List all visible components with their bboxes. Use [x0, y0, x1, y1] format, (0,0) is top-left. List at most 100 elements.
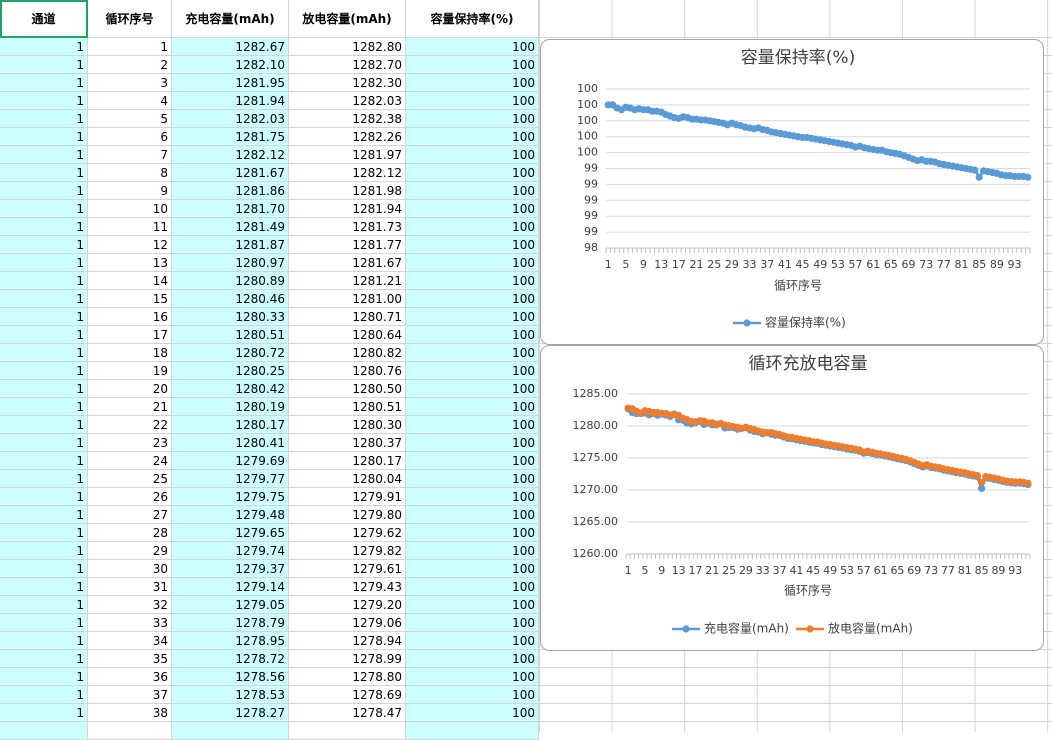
table-cell[interactable]: 1281.49 [172, 218, 289, 236]
table-cell[interactable]: 31 [88, 578, 172, 596]
table-cell[interactable]: 1 [0, 506, 88, 524]
table-cell[interactable]: 1280.64 [289, 326, 406, 344]
table-cell[interactable]: 100 [406, 506, 539, 524]
table-cell[interactable]: 1282.80 [289, 38, 406, 56]
table-cell[interactable]: 100 [406, 272, 539, 290]
table-cell[interactable]: 1280.42 [172, 380, 289, 398]
table-cell[interactable]: 100 [406, 614, 539, 632]
table-cell[interactable]: 1279.77 [172, 470, 289, 488]
table-cell[interactable]: 1279.06 [289, 614, 406, 632]
table-cell[interactable]: 11 [88, 218, 172, 236]
table-cell[interactable]: 1281.75 [172, 128, 289, 146]
table-cell[interactable]: 1281.97 [289, 146, 406, 164]
table-cell[interactable]: 100 [406, 74, 539, 92]
table-cell[interactable]: 1281.94 [172, 92, 289, 110]
table-cell[interactable]: 28 [88, 524, 172, 542]
table-cell[interactable]: 1 [0, 362, 88, 380]
table-cell[interactable]: 1 [0, 110, 88, 128]
table-cell[interactable]: 1 [0, 398, 88, 416]
table-cell[interactable]: 1 [0, 560, 88, 578]
table-cell[interactable]: 1 [0, 74, 88, 92]
table-cell[interactable]: 1 [0, 578, 88, 596]
table-cell[interactable]: 8 [88, 164, 172, 182]
table-cell[interactable]: 6 [88, 128, 172, 146]
table-cell[interactable]: 16 [88, 308, 172, 326]
table-cell[interactable]: 1 [0, 650, 88, 668]
table-cell[interactable]: 25 [88, 470, 172, 488]
table-cell[interactable]: 1281.21 [289, 272, 406, 290]
table-cell[interactable]: 1278.99 [289, 650, 406, 668]
table-cell[interactable]: 1281.87 [172, 236, 289, 254]
table-cell[interactable]: 1 [0, 686, 88, 704]
table-cell[interactable]: 1280.50 [289, 380, 406, 398]
table-cell[interactable]: 100 [406, 704, 539, 722]
table-cell[interactable]: 1 [0, 164, 88, 182]
table-cell[interactable]: 1281.00 [289, 290, 406, 308]
table-cell[interactable]: 35 [88, 650, 172, 668]
table-cell[interactable]: 1278.94 [289, 632, 406, 650]
table-cell[interactable]: 1280.17 [289, 452, 406, 470]
table-cell[interactable]: 100 [406, 92, 539, 110]
table-cell[interactable]: 100 [406, 542, 539, 560]
table-cell[interactable]: 100 [406, 686, 539, 704]
table-cell[interactable]: 1278.79 [172, 614, 289, 632]
table-cell[interactable]: 1 [0, 380, 88, 398]
table-cell[interactable]: 1282.30 [289, 74, 406, 92]
table-cell[interactable]: 10 [88, 200, 172, 218]
table-cell[interactable]: 100 [406, 560, 539, 578]
table-cell[interactable]: 100 [406, 578, 539, 596]
table-cell[interactable]: 27 [88, 506, 172, 524]
table-cell[interactable]: 17 [88, 326, 172, 344]
table-cell[interactable]: 1279.91 [289, 488, 406, 506]
table-cell[interactable]: 1278.80 [289, 668, 406, 686]
table-cell[interactable]: 1280.41 [172, 434, 289, 452]
table-cell[interactable]: 1 [0, 524, 88, 542]
table-cell[interactable]: 1281.67 [289, 254, 406, 272]
table-cell[interactable]: 1281.70 [172, 200, 289, 218]
table-cell[interactable]: 1281.95 [172, 74, 289, 92]
table-cell[interactable]: 100 [406, 452, 539, 470]
table-cell[interactable]: 1279.65 [172, 524, 289, 542]
table-cell[interactable]: 1280.51 [172, 326, 289, 344]
table-cell[interactable]: 1 [0, 146, 88, 164]
table-cell[interactable]: 19 [88, 362, 172, 380]
table-cell[interactable]: 23 [88, 434, 172, 452]
table-cell[interactable]: 14 [88, 272, 172, 290]
table-cell[interactable]: 1 [0, 254, 88, 272]
table-cell[interactable]: 21 [88, 398, 172, 416]
table-cell[interactable]: 1282.12 [172, 146, 289, 164]
table-cell[interactable]: 1280.17 [172, 416, 289, 434]
table-cell[interactable]: 100 [406, 398, 539, 416]
table-cell[interactable]: 100 [406, 200, 539, 218]
table-cell[interactable]: 1282.03 [289, 92, 406, 110]
table-cell[interactable]: 1 [0, 596, 88, 614]
table-cell[interactable]: 1280.51 [289, 398, 406, 416]
table-cell[interactable]: 100 [406, 254, 539, 272]
column-header[interactable]: 放电容量(mAh) [289, 0, 406, 38]
table-cell[interactable]: 1 [0, 632, 88, 650]
table-cell[interactable]: 100 [406, 650, 539, 668]
table-cell[interactable]: 20 [88, 380, 172, 398]
table-cell[interactable]: 12 [88, 236, 172, 254]
table-cell[interactable]: 1 [0, 668, 88, 686]
table-cell[interactable]: 22 [88, 416, 172, 434]
table-cell[interactable]: 1282.70 [289, 56, 406, 74]
table-cell[interactable]: 100 [406, 128, 539, 146]
table-cell[interactable]: 1280.89 [172, 272, 289, 290]
table-cell[interactable]: 1 [0, 704, 88, 722]
table-cell[interactable]: 100 [406, 290, 539, 308]
table-cell[interactable]: 1280.82 [289, 344, 406, 362]
table-cell[interactable]: 1 [0, 38, 88, 56]
table-cell[interactable]: 1281.94 [289, 200, 406, 218]
table-cell[interactable]: 1282.10 [172, 56, 289, 74]
table-cell[interactable]: 100 [406, 308, 539, 326]
table-cell[interactable]: 100 [406, 236, 539, 254]
table-cell[interactable]: 1282.67 [172, 38, 289, 56]
table-cell[interactable]: 1 [0, 326, 88, 344]
table-cell[interactable]: 1279.37 [172, 560, 289, 578]
table-cell[interactable]: 1 [0, 614, 88, 632]
table-cell[interactable]: 100 [406, 218, 539, 236]
table-cell[interactable]: 100 [406, 632, 539, 650]
table-cell[interactable]: 1 [88, 38, 172, 56]
table-cell[interactable]: 100 [406, 524, 539, 542]
